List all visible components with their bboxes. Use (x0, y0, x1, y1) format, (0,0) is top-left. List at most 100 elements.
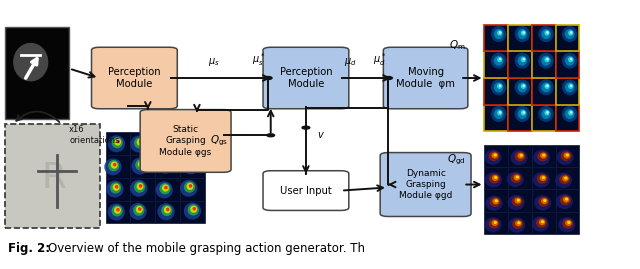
Ellipse shape (541, 198, 548, 204)
Ellipse shape (161, 158, 172, 170)
Ellipse shape (518, 56, 527, 66)
Ellipse shape (518, 82, 527, 92)
Ellipse shape (484, 150, 502, 165)
Ellipse shape (565, 29, 575, 39)
Ellipse shape (512, 196, 523, 206)
Ellipse shape (130, 180, 147, 197)
Ellipse shape (542, 154, 545, 157)
Ellipse shape (543, 199, 547, 202)
Ellipse shape (491, 53, 506, 69)
Ellipse shape (513, 175, 520, 180)
Ellipse shape (164, 186, 168, 189)
Ellipse shape (557, 150, 573, 165)
Ellipse shape (517, 153, 524, 159)
Ellipse shape (562, 53, 577, 69)
Ellipse shape (494, 29, 504, 39)
Text: $\mu_d$: $\mu_d$ (344, 56, 357, 68)
Bar (532, 51, 556, 78)
Bar (155, 178, 180, 201)
Ellipse shape (540, 153, 547, 159)
Ellipse shape (193, 207, 196, 211)
Bar (532, 189, 556, 212)
Ellipse shape (508, 218, 525, 233)
Circle shape (385, 77, 392, 79)
Ellipse shape (538, 53, 554, 69)
Text: Overview of the mobile grasping action generator. Th: Overview of the mobile grasping action g… (48, 242, 365, 255)
Ellipse shape (491, 26, 506, 42)
Ellipse shape (559, 174, 570, 184)
Ellipse shape (488, 219, 499, 229)
Ellipse shape (538, 106, 554, 122)
Ellipse shape (564, 177, 568, 180)
Ellipse shape (541, 29, 551, 39)
Ellipse shape (133, 204, 145, 216)
Ellipse shape (521, 30, 526, 36)
Ellipse shape (184, 203, 201, 220)
Ellipse shape (163, 139, 167, 143)
Text: Perception
Module: Perception Module (108, 67, 161, 89)
Ellipse shape (111, 137, 123, 148)
Text: Perception
Module: Perception Module (280, 67, 332, 89)
Ellipse shape (135, 159, 147, 171)
Ellipse shape (110, 182, 121, 194)
Ellipse shape (137, 139, 143, 146)
Ellipse shape (166, 161, 169, 165)
Ellipse shape (568, 30, 573, 36)
Ellipse shape (516, 199, 520, 202)
Ellipse shape (556, 194, 573, 209)
Ellipse shape (523, 31, 525, 34)
Ellipse shape (518, 29, 527, 39)
Bar (5, 124, 100, 228)
Bar (180, 201, 205, 223)
Ellipse shape (497, 110, 502, 116)
Text: Static
Grasping
Module φgs: Static Grasping Module φgs (159, 125, 212, 157)
Ellipse shape (545, 57, 550, 62)
Ellipse shape (108, 135, 125, 152)
Ellipse shape (540, 175, 547, 181)
Circle shape (302, 126, 310, 129)
Bar (556, 25, 579, 51)
Ellipse shape (518, 109, 527, 119)
Ellipse shape (139, 184, 142, 188)
Ellipse shape (484, 217, 502, 232)
Bar (532, 78, 556, 105)
Ellipse shape (547, 84, 548, 87)
Ellipse shape (563, 197, 570, 203)
Ellipse shape (545, 110, 550, 116)
Ellipse shape (538, 26, 554, 42)
Ellipse shape (541, 56, 551, 66)
Bar (484, 51, 508, 78)
Ellipse shape (489, 174, 500, 183)
Ellipse shape (129, 203, 147, 220)
Ellipse shape (113, 163, 116, 167)
Text: R: R (42, 161, 67, 195)
Bar (508, 105, 532, 131)
Bar (131, 201, 156, 223)
Ellipse shape (495, 199, 498, 202)
FancyBboxPatch shape (140, 109, 231, 172)
Ellipse shape (570, 111, 572, 114)
Ellipse shape (156, 181, 173, 198)
FancyBboxPatch shape (263, 47, 349, 109)
Bar (131, 178, 156, 201)
Ellipse shape (494, 109, 504, 119)
Ellipse shape (568, 110, 573, 116)
Ellipse shape (494, 56, 504, 66)
Bar (155, 133, 180, 155)
Bar (556, 51, 579, 78)
Bar (508, 189, 532, 212)
Ellipse shape (517, 221, 520, 224)
Ellipse shape (494, 176, 497, 179)
Bar (508, 78, 532, 105)
Ellipse shape (186, 183, 193, 190)
Bar (556, 78, 579, 105)
Ellipse shape (140, 162, 143, 165)
Bar (556, 105, 579, 131)
Text: $Q_{\mathrm{gs}}$: $Q_{\mathrm{gs}}$ (210, 134, 228, 148)
Ellipse shape (534, 195, 551, 210)
Bar (106, 155, 131, 178)
Ellipse shape (538, 79, 554, 95)
Ellipse shape (485, 172, 502, 187)
Bar (532, 105, 556, 131)
Ellipse shape (155, 134, 172, 151)
